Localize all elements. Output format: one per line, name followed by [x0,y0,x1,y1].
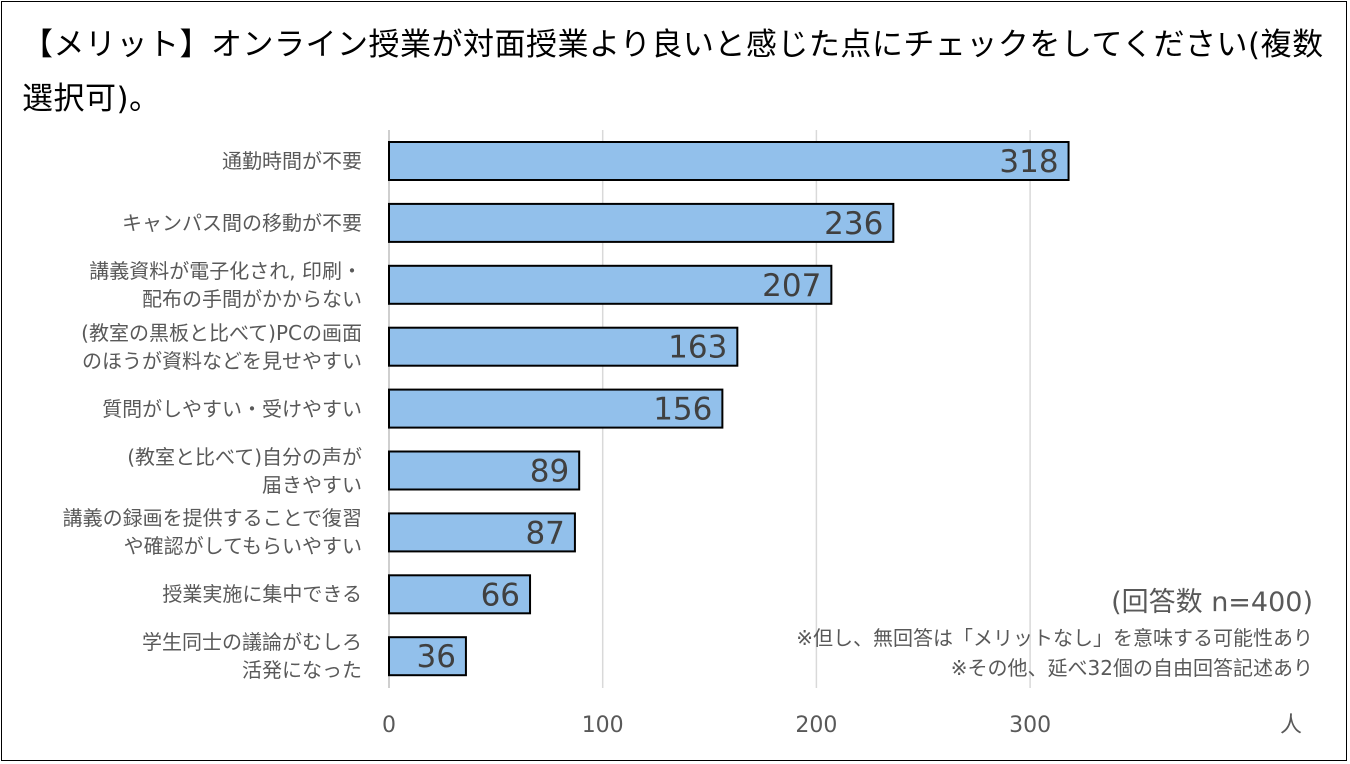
data-label: 36 [416,639,455,675]
data-label: 207 [762,268,821,304]
bar [388,326,739,367]
data-label: 163 [668,330,727,366]
bar [388,574,532,615]
data-label: 156 [653,392,712,428]
x-tick-label: 100 [582,713,624,738]
bar [388,450,581,491]
category-label: 学生同士の議論がむしろ 活発になった [142,630,362,683]
note-no-answer: ※但し、無回答は「メリットなし」を意味する可能性あり [796,626,1313,650]
sample-size-note: (回答数 n=400) [1111,587,1313,618]
category-label: (教室と比べて)自分の声が 届きやすい [127,444,362,497]
category-label: 授業実施に集中できる [162,582,362,607]
note-free-answers: ※その他、延べ32個の自由回答記述あり [950,656,1313,680]
category-label: 通勤時間が不要 [222,149,362,173]
category-label: 質問がしやすい・受けやすい [102,396,362,421]
x-axis-unit: 人 [1280,713,1303,738]
bar [388,264,833,305]
bar [388,388,724,429]
data-label: 318 [999,144,1058,180]
chart-title: 【メリット】オンライン授業が対面授業より良いと感じた点にチェックをしてください(… [22,27,1324,117]
bar [388,512,576,553]
bar [388,202,895,243]
data-label: 89 [530,454,569,490]
category-label: (教室の黒板と比べて)PCの画面 のほうが資料などを見せやすい [81,320,362,373]
x-tick-label: 200 [795,713,837,738]
category-label: 講義の録画を提供することで復習 や確認がしてもらいやすい [62,506,362,559]
x-tick-label: 0 [382,713,396,738]
data-label: 236 [824,206,883,242]
category-label: キャンパス間の移動が不要 [122,210,362,235]
x-tick-label: 300 [1009,713,1051,738]
category-label: 講義資料が電子化され, 印刷・ 配布の手間がかからない [89,258,362,311]
bar [388,141,1070,181]
data-label: 87 [525,515,564,551]
bar [388,636,467,677]
data-label: 66 [481,577,520,613]
